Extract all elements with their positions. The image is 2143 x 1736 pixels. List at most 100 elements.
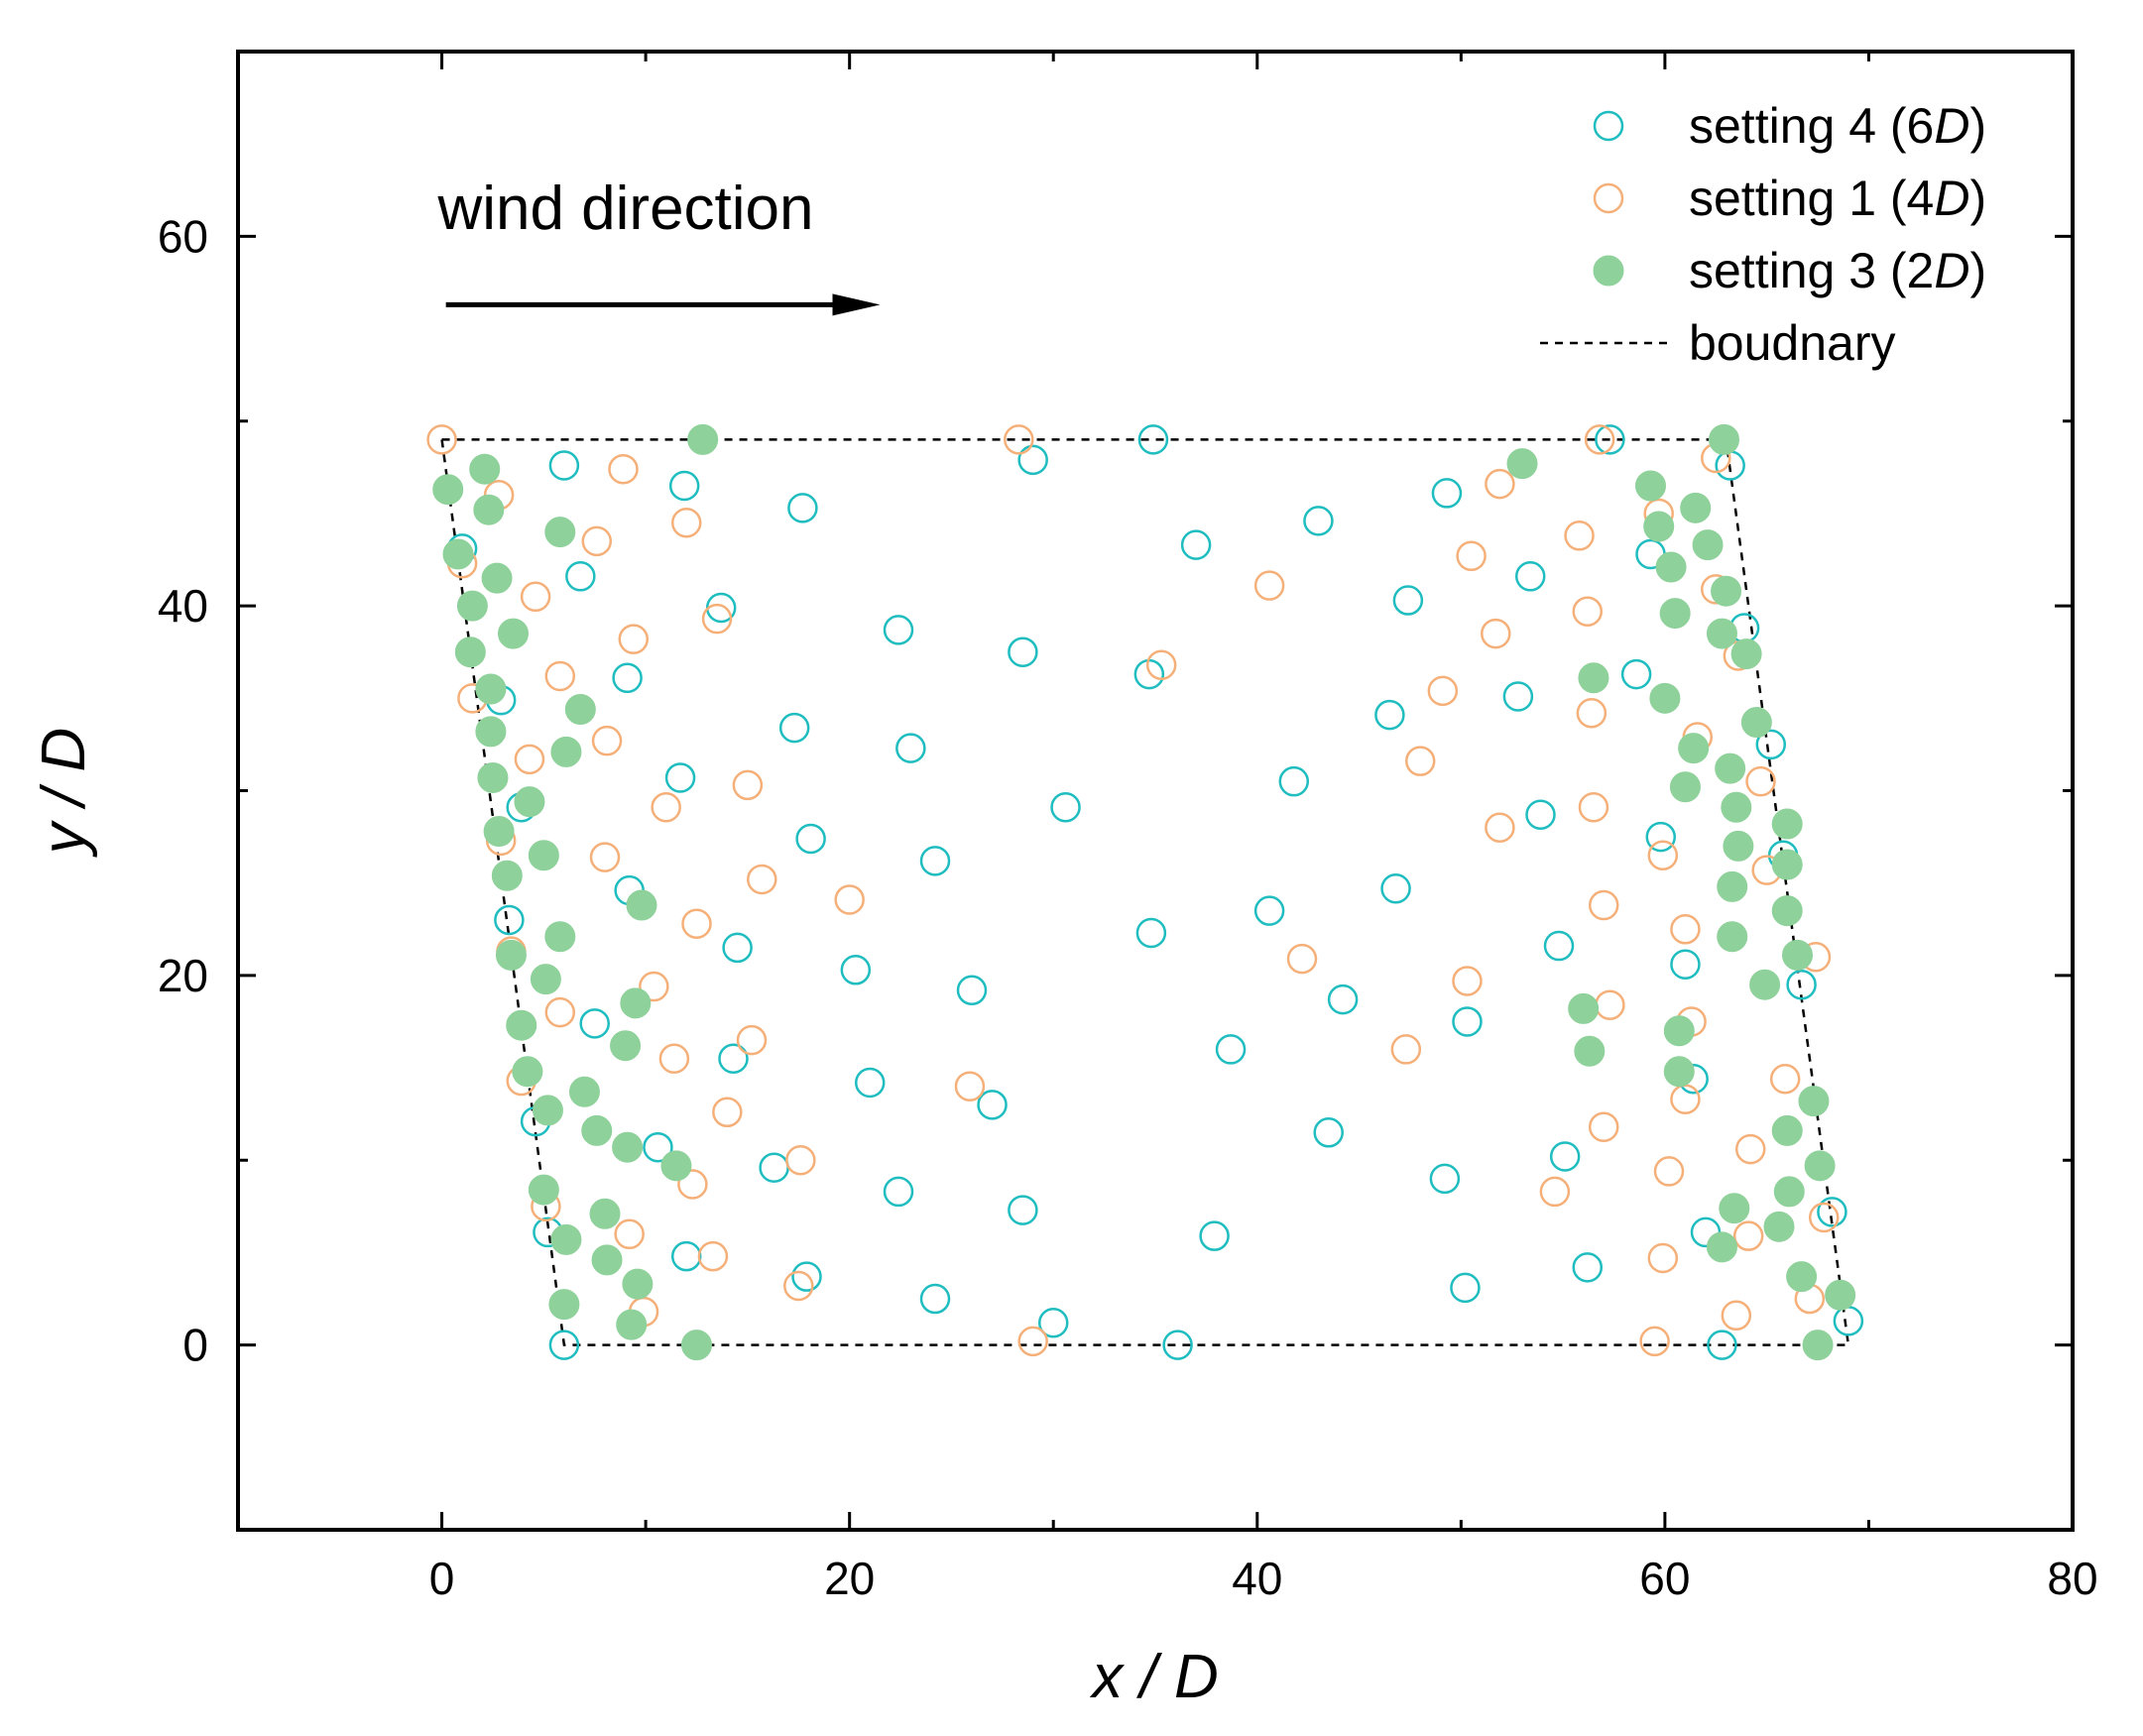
data-point: [1647, 840, 1679, 870]
x-tick-label: 0: [429, 1553, 455, 1604]
data-point: [477, 761, 509, 793]
data-point: [1452, 1006, 1483, 1037]
y-tick-label: 0: [182, 1320, 208, 1371]
data-point: [520, 581, 551, 613]
data-point: [883, 1176, 914, 1208]
data-point: [854, 1067, 886, 1099]
data-point: [512, 1056, 543, 1088]
data-point: [1303, 506, 1334, 536]
data-point: [1392, 585, 1424, 616]
data-point: [1635, 470, 1666, 502]
wind-direction-annotation: wind direction: [436, 174, 881, 316]
data-point: [1008, 1195, 1038, 1225]
axis-ticks: [236, 50, 2075, 1532]
data-point: [736, 1024, 768, 1056]
data-point: [581, 525, 613, 557]
boundary-layer: [440, 438, 1850, 1346]
data-point: [1721, 791, 1752, 823]
data-point: [1450, 1272, 1481, 1304]
data-point: [1576, 697, 1607, 729]
legend-label: setting 4 (6D): [1689, 98, 1986, 154]
data-point: [1663, 1056, 1695, 1088]
data-point: [658, 1043, 690, 1074]
data-point: [1749, 969, 1781, 1000]
data-point: [591, 1244, 623, 1276]
data-point: [1798, 1086, 1830, 1117]
data-point: [544, 660, 576, 692]
data-point: [469, 453, 501, 485]
data-point: [1717, 870, 1748, 902]
legend-swatch: [1593, 110, 1624, 142]
data-point: [589, 1198, 621, 1229]
x-tick-label: 40: [1232, 1553, 1282, 1604]
legend-label: setting 3 (2D): [1689, 243, 1986, 298]
data-point: [1588, 889, 1619, 921]
data-point: [722, 932, 753, 964]
data-point: [1572, 596, 1604, 627]
data-point: [544, 921, 576, 953]
data-point: [1711, 575, 1742, 607]
data-point: [1543, 930, 1575, 962]
data-point: [626, 889, 657, 921]
y-axis-title: y / D: [30, 728, 98, 858]
data-point: [651, 792, 681, 823]
data-point: [1669, 771, 1701, 803]
legend: setting 4 (6D) setting 1 (4D) setting 3 (2…: [1540, 98, 1986, 371]
data-point: [1008, 637, 1038, 667]
data-point: [1771, 895, 1803, 927]
data-point: [1707, 1330, 1737, 1360]
data-point: [544, 517, 576, 548]
data-point: [1647, 1242, 1679, 1274]
data-point: [1404, 746, 1436, 776]
data-point: [1706, 618, 1737, 649]
data-point: [919, 1283, 951, 1315]
data-point: [791, 1261, 822, 1292]
data-point: [475, 673, 507, 705]
data-point: [1769, 1063, 1801, 1095]
data-point: [1721, 1300, 1752, 1331]
data-point: [1017, 1326, 1048, 1357]
data-point: [1564, 521, 1595, 551]
data-point: [1050, 792, 1081, 823]
x-tick-label: 80: [2047, 1553, 2097, 1604]
data-point: [528, 840, 559, 871]
data-point: [432, 474, 464, 506]
data-point: [612, 662, 643, 694]
data-point: [795, 823, 826, 855]
data-point: [568, 1076, 600, 1107]
boundary-line: [440, 438, 1850, 1346]
data-point: [1162, 1330, 1193, 1360]
data-point: [618, 624, 650, 654]
data-point: [1578, 662, 1609, 694]
data-point: [581, 1114, 613, 1146]
y-tick-label: 20: [158, 950, 208, 1001]
data-point: [548, 1289, 580, 1321]
data-point: [1390, 1034, 1422, 1065]
data-point: [712, 1097, 743, 1128]
data-point: [1717, 921, 1748, 953]
data-point: [1525, 799, 1556, 830]
data-point: [1595, 424, 1625, 455]
data-point: [1137, 424, 1169, 455]
data-point: [956, 975, 988, 1006]
data-point: [670, 1240, 702, 1272]
data-point: [473, 494, 505, 525]
y-tick-label: 60: [158, 210, 208, 262]
data-point: [643, 1131, 673, 1163]
data-point: [612, 1131, 644, 1163]
data-point: [1825, 1279, 1856, 1311]
data-point: [1431, 478, 1463, 509]
y-tick-label: 40: [158, 580, 208, 632]
data-point: [565, 561, 596, 592]
data-point: [475, 716, 507, 748]
data-point: [608, 453, 639, 485]
data-point: [1692, 529, 1724, 561]
data-point: [1771, 849, 1803, 880]
series-3: [432, 423, 1856, 1361]
data-point: [483, 816, 515, 848]
data-point: [591, 725, 623, 756]
data-point: [491, 860, 523, 891]
data-point: [548, 1330, 580, 1360]
data-point: [1771, 1114, 1803, 1146]
